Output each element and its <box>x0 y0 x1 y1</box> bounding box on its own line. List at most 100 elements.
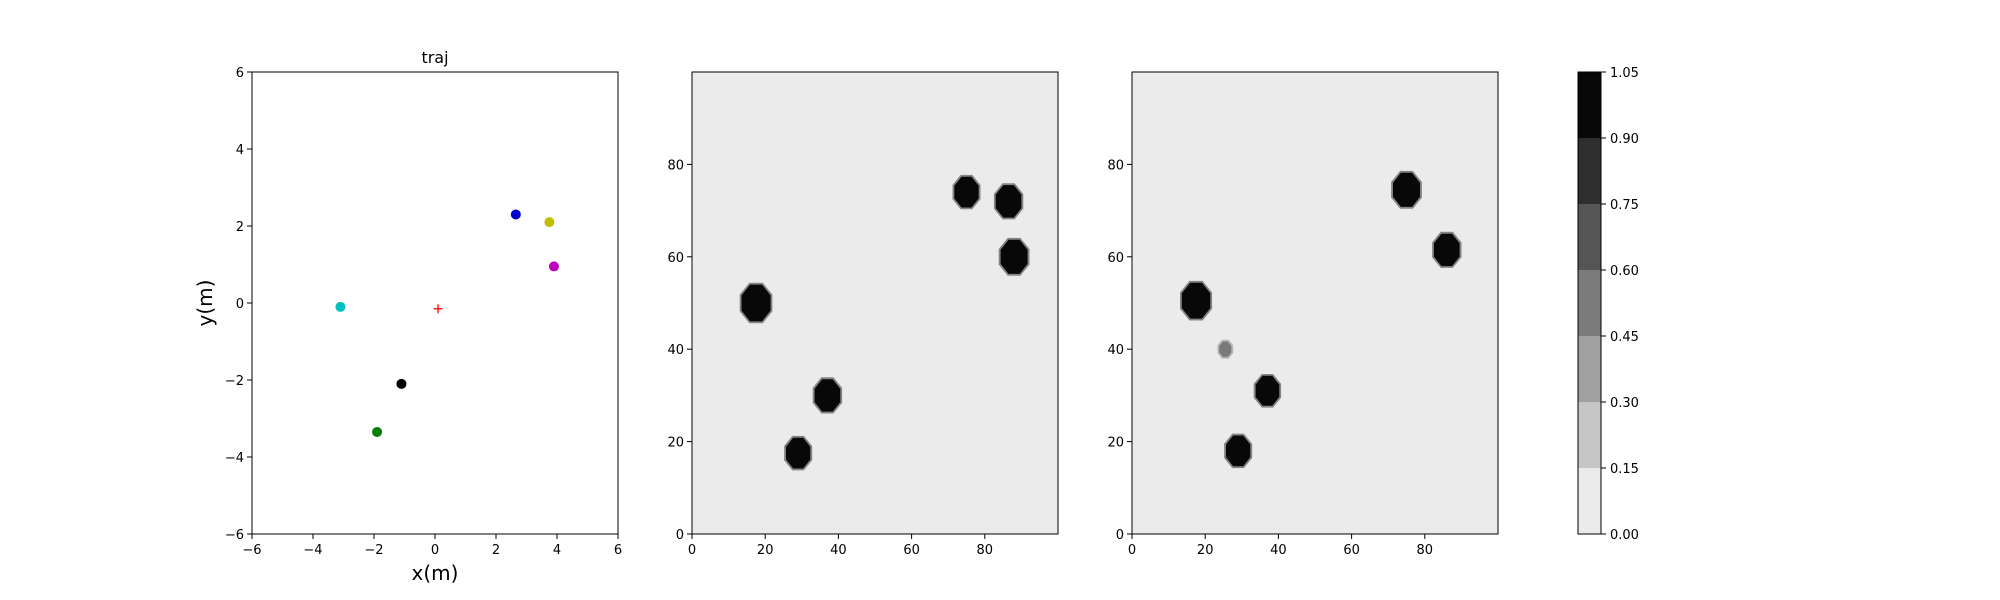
x-tick-label: 80 <box>1417 543 1434 558</box>
obstacle-blob-core <box>1226 435 1251 467</box>
y-tick-label: 0 <box>236 297 244 312</box>
y-tick-label: 80 <box>667 158 684 173</box>
x-tick-label: 20 <box>757 543 774 558</box>
obstacle-blob <box>1253 374 1282 408</box>
colorbar-tick-label: 0.60 <box>1610 264 1639 279</box>
obstacle-blob <box>993 183 1024 220</box>
colorbar-ticks: 0.00 0.15 0.30 0.45 0.60 0.75 0.90 1.05 <box>1601 66 1639 543</box>
x-tick-label: 20 <box>1197 543 1214 558</box>
y-tick-label: 6 <box>236 66 244 81</box>
traj-marks <box>335 209 559 437</box>
scatter-point <box>396 378 407 389</box>
y-tick-label: −2 <box>225 374 244 389</box>
y-tick-label: 4 <box>236 143 244 158</box>
y-tick-label: 0 <box>676 528 684 543</box>
colorbar-band <box>1578 270 1601 336</box>
x-tick-label: 2 <box>492 543 500 558</box>
obstacle-blob <box>1391 170 1422 209</box>
colorbar-band <box>1578 72 1601 138</box>
obstacle-blob-core <box>1219 341 1232 357</box>
obstacle-blob <box>784 435 813 471</box>
traj-panel: −6 −4 −2 0 2 4 6 −6 −4 −2 0 2 4 6 traj x(m) y(m) <box>193 48 622 585</box>
scatter-point <box>372 426 383 437</box>
traj-ylabel: y(m) <box>193 280 217 327</box>
traj-ticks: −6 −4 −2 0 2 4 6 −6 −4 −2 0 2 4 6 <box>225 66 622 558</box>
obstacle-blob-core <box>1433 233 1460 267</box>
x-tick-label: 40 <box>830 543 847 558</box>
colorbar-frame <box>1577 71 1602 535</box>
obstacle-blob <box>998 237 1030 276</box>
obstacle-blob-core <box>1000 239 1028 274</box>
obstacle-blob-core <box>995 185 1022 218</box>
scatter-point <box>544 217 555 228</box>
colorbar: 0.00 0.15 0.30 0.45 0.60 0.75 0.90 1.05 <box>1577 66 1639 543</box>
colorbar-tick-label: 0.15 <box>1610 462 1639 477</box>
colorbar-tick-label: 0.75 <box>1610 198 1639 213</box>
plus-marker <box>433 304 443 314</box>
x-tick-label: 6 <box>614 543 622 558</box>
y-tick-label: −4 <box>225 451 244 466</box>
obstacle-blob-core <box>786 437 811 469</box>
obstacle-blob-core <box>814 379 841 412</box>
x-tick-label: −2 <box>364 543 383 558</box>
x-tick-label: 0 <box>431 543 439 558</box>
colorbar-tick-label: 1.05 <box>1610 66 1639 81</box>
x-tick-label: 60 <box>903 543 920 558</box>
obstacle-blob <box>739 282 773 324</box>
obstacle-blob <box>1180 280 1213 321</box>
scatter-point <box>335 301 346 312</box>
traj-xlabel: x(m) <box>412 561 459 585</box>
x-tick-label: −6 <box>242 543 261 558</box>
y-tick-label: 60 <box>1107 251 1124 266</box>
obstacle-blob <box>1217 339 1234 359</box>
colorbar-bands <box>1578 72 1601 534</box>
scatter-point <box>548 261 559 272</box>
colorbar-band <box>1578 468 1601 534</box>
obstacle-blob <box>952 174 981 210</box>
y-tick-label: 20 <box>1107 436 1124 451</box>
colorbar-tick-label: 0.90 <box>1610 132 1639 147</box>
heatmap-panel-2: 0 20 40 60 80 0 20 40 60 80 <box>1107 71 1499 558</box>
obstacle-blob-core <box>1181 282 1211 319</box>
x-tick-label: 40 <box>1270 543 1287 558</box>
y-tick-label: 0 <box>1116 528 1124 543</box>
obstacle-blob-core <box>741 284 771 322</box>
x-tick-label: −4 <box>303 543 322 558</box>
colorbar-tick-label: 0.30 <box>1610 396 1639 411</box>
colorbar-tick-label: 0.45 <box>1610 330 1639 345</box>
y-tick-label: 60 <box>667 251 684 266</box>
obstacle-blob <box>1432 231 1462 268</box>
heatmap-2-frame <box>1131 71 1499 535</box>
obstacle-blob <box>812 377 843 414</box>
x-tick-label: 80 <box>977 543 994 558</box>
x-tick-label: 0 <box>1128 543 1136 558</box>
heatmap-2-blobs <box>1180 170 1462 469</box>
heatmap-2-ticks: 0 20 40 60 80 0 20 40 60 80 <box>1107 158 1433 558</box>
colorbar-band <box>1578 402 1601 468</box>
traj-title: traj <box>421 48 448 67</box>
scatter-point <box>510 209 521 220</box>
heatmap-panel-1: 0 20 40 60 80 0 20 40 60 80 <box>667 71 1059 558</box>
obstacle-blob <box>1224 433 1253 469</box>
obstacle-blob-core <box>1255 375 1280 406</box>
heatmap-1-ticks: 0 20 40 60 80 0 20 40 60 80 <box>667 158 993 558</box>
heatmap-1-frame <box>691 71 1059 535</box>
traj-plot-area <box>252 72 618 534</box>
x-tick-label: 0 <box>688 543 696 558</box>
colorbar-band <box>1578 138 1601 204</box>
obstacle-blob-core <box>954 176 979 208</box>
y-tick-label: −6 <box>225 528 244 543</box>
colorbar-band <box>1578 336 1601 402</box>
x-tick-label: 60 <box>1343 543 1360 558</box>
heatmap-1-blobs <box>739 174 1030 471</box>
y-tick-label: 2 <box>236 220 244 235</box>
obstacle-blob-core <box>1393 172 1420 207</box>
y-tick-label: 40 <box>667 343 684 358</box>
colorbar-tick-label: 0.00 <box>1610 528 1639 543</box>
y-tick-label: 80 <box>1107 158 1124 173</box>
colorbar-band <box>1578 204 1601 270</box>
y-tick-label: 20 <box>667 436 684 451</box>
y-tick-label: 40 <box>1107 343 1124 358</box>
x-tick-label: 4 <box>553 543 561 558</box>
